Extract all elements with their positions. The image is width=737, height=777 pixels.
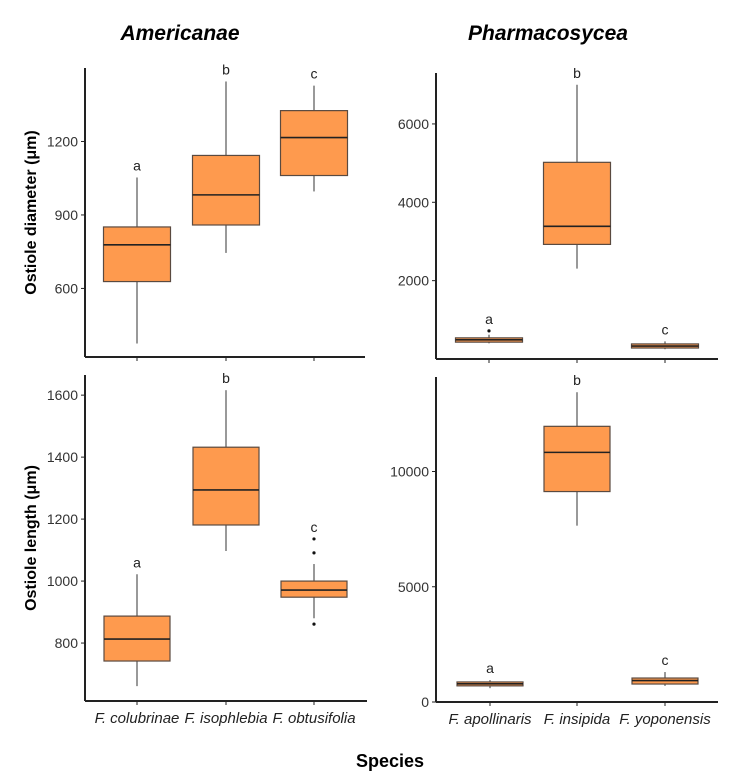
- significance-letter: c: [311, 66, 318, 82]
- iqr-box: [102, 226, 172, 283]
- y-tick-label: 2000: [398, 273, 429, 289]
- y-axis-label: Ostiole length (μm): [23, 465, 40, 611]
- outlier-point: [312, 622, 316, 626]
- significance-letter: c: [662, 652, 669, 668]
- x-axis-label: Species: [356, 751, 424, 771]
- y-tick-label: 800: [55, 635, 79, 651]
- significance-letter: b: [573, 372, 581, 388]
- significance-letter: b: [573, 65, 581, 81]
- significance-letter: a: [133, 554, 141, 570]
- panel-title: Americanae: [119, 22, 239, 45]
- y-tick-label: 6000: [398, 116, 429, 132]
- iqr-box: [191, 154, 261, 226]
- outlier-point: [312, 551, 316, 555]
- y-axis-label: Ostiole diameter (μm): [23, 130, 40, 295]
- iqr-box: [543, 425, 611, 493]
- category-label: F. insipida: [544, 711, 610, 728]
- y-tick-label: 1200: [47, 133, 78, 149]
- category-label: F. colubrinae: [95, 710, 180, 727]
- y-tick-label: 1000: [47, 573, 78, 589]
- iqr-box: [192, 446, 260, 526]
- y-tick-label: 1200: [47, 511, 78, 527]
- significance-letter: a: [485, 311, 493, 327]
- significance-letter: b: [222, 61, 230, 77]
- y-tick-label: 600: [55, 280, 79, 296]
- category-label: F. apollinaris: [448, 711, 532, 728]
- outlier-point: [487, 329, 491, 333]
- significance-letter: c: [662, 321, 669, 337]
- y-tick-label: 900: [55, 207, 79, 223]
- iqr-box: [279, 110, 349, 177]
- y-tick-label: 10000: [390, 464, 429, 480]
- y-tick-label: 4000: [398, 194, 429, 210]
- category-label: F. obtusifolia: [272, 710, 355, 727]
- significance-letter: a: [486, 660, 494, 676]
- significance-letter: c: [311, 519, 318, 535]
- category-label: F. yoponensis: [619, 711, 711, 728]
- category-label: F. isophlebia: [184, 710, 267, 727]
- outlier-point: [312, 537, 316, 541]
- panel-title: Pharmacosycea: [468, 22, 628, 45]
- y-tick-label: 5000: [398, 579, 429, 595]
- y-tick-label: 1400: [47, 449, 78, 465]
- significance-letter: a: [133, 157, 141, 173]
- iqr-box: [542, 161, 612, 246]
- y-tick-label: 1600: [47, 387, 78, 403]
- y-tick-label: 0: [421, 694, 429, 710]
- iqr-box: [280, 580, 348, 598]
- significance-letter: b: [222, 370, 230, 386]
